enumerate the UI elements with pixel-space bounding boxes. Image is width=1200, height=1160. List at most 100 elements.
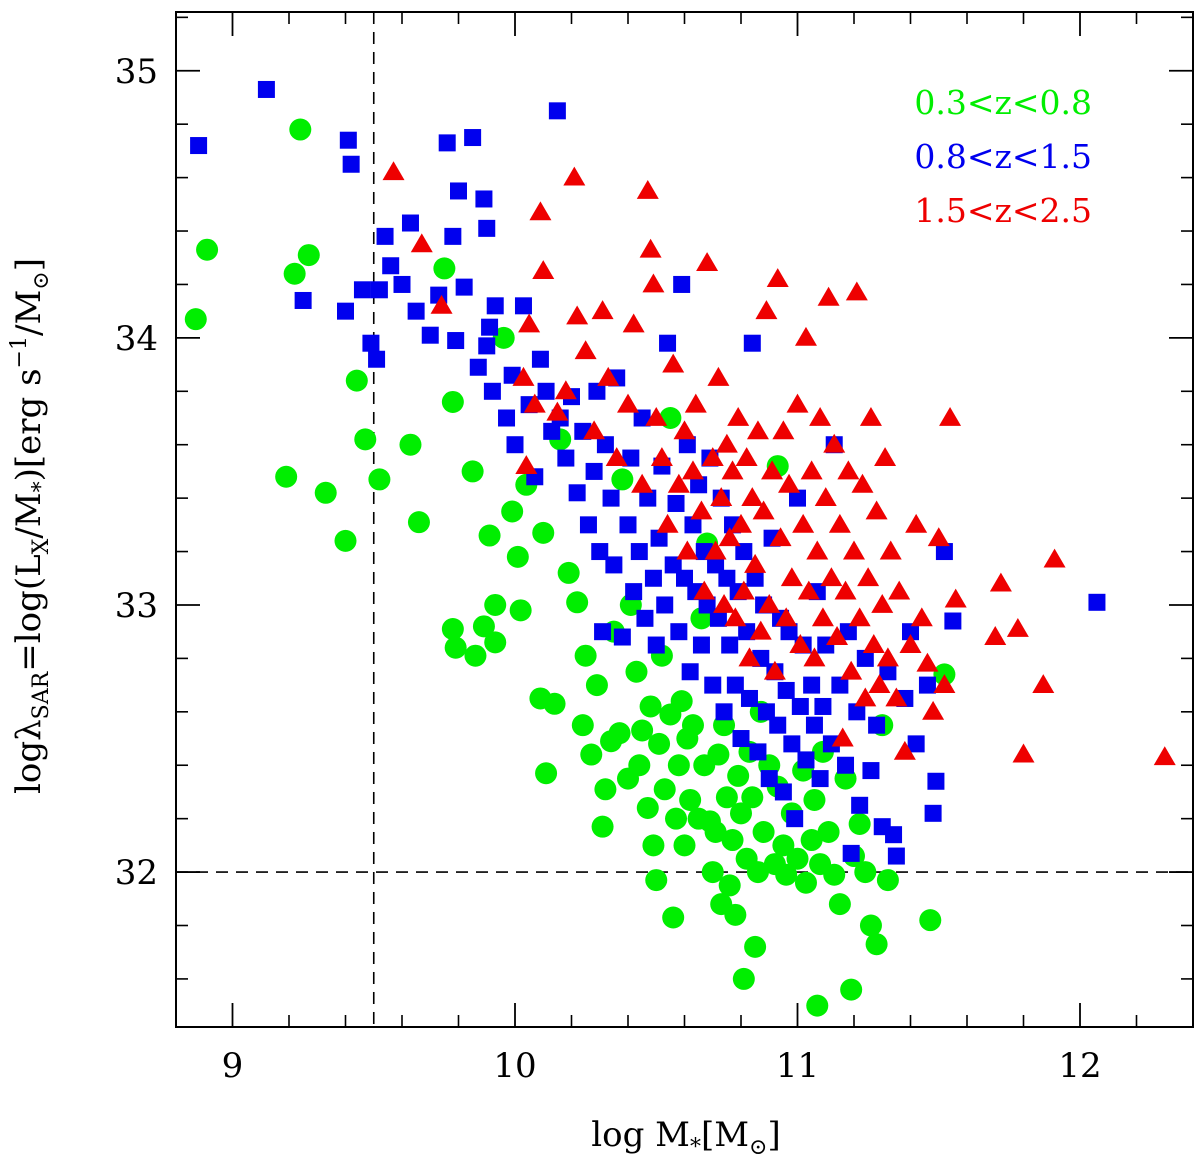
point-series-2: [752, 500, 775, 520]
point-series-1: [757, 703, 775, 721]
point-series-1: [444, 227, 462, 245]
y-tick-label: 32: [115, 853, 158, 893]
point-series-1: [786, 810, 804, 828]
point-series-0: [854, 861, 877, 884]
y-label-slash-m: /M: [9, 492, 49, 538]
point-series-1: [868, 716, 886, 734]
point-series-2: [775, 607, 798, 627]
point-series-1: [644, 569, 662, 587]
point-series-1: [619, 516, 637, 534]
point-series-1: [438, 134, 456, 152]
point-series-1: [848, 703, 866, 721]
point-series-2: [766, 268, 789, 288]
point-series-0: [441, 618, 464, 641]
point-series-2: [566, 305, 589, 325]
point-series-0: [484, 593, 507, 616]
point-series-2: [811, 607, 834, 627]
point-series-0: [876, 869, 899, 892]
legend-entry-1: 0.8<z<1.5: [914, 137, 1092, 176]
point-series-1: [667, 494, 685, 512]
point-series-1: [803, 676, 821, 694]
legend: 0.3<z<0.8 0.8<z<1.5 1.5<z<2.5: [914, 83, 1092, 230]
point-series-1: [401, 214, 419, 232]
point-series-1: [353, 281, 371, 299]
point-series-2: [1012, 743, 1035, 763]
point-series-1: [769, 716, 787, 734]
point-series-1: [393, 275, 411, 293]
y-label-units-open: )[erg s: [9, 368, 49, 481]
point-series-2: [1032, 674, 1055, 694]
point-series-2: [523, 393, 546, 413]
point-series-1: [760, 770, 778, 788]
point-series-0: [823, 863, 846, 886]
point-series-0: [639, 695, 662, 718]
point-series-0: [707, 743, 730, 766]
point-series-2: [532, 260, 555, 280]
point-series-1: [370, 281, 388, 299]
point-series-0: [645, 869, 668, 892]
point-series-0: [543, 692, 566, 715]
point-series-0: [407, 511, 430, 534]
point-series-2: [803, 647, 826, 667]
point-series-1: [735, 543, 753, 561]
point-series-2: [574, 340, 597, 360]
point-series-1: [718, 569, 736, 587]
point-series-0: [478, 524, 501, 547]
point-series-0: [334, 529, 357, 552]
point-series-1: [483, 382, 501, 400]
point-series-0: [642, 834, 665, 857]
point-series-2: [696, 252, 719, 271]
point-series-2: [780, 567, 803, 587]
point-series-2: [704, 540, 727, 560]
point-series-2: [724, 607, 747, 627]
point-series-1: [831, 676, 849, 694]
point-series-0: [673, 834, 696, 857]
point-series-2: [382, 161, 405, 181]
point-series-2: [933, 674, 956, 694]
point-series-2: [738, 647, 761, 667]
point-series-0: [648, 732, 671, 755]
point-series-1: [907, 735, 925, 753]
point-series-1: [514, 297, 532, 315]
point-series-2: [1006, 618, 1029, 637]
point-series-2: [862, 634, 885, 653]
point-series-1: [633, 409, 651, 427]
point-series-2: [430, 294, 453, 314]
point-series-0: [444, 636, 467, 659]
point-series-2: [1043, 548, 1066, 568]
point-series-1: [622, 449, 640, 467]
point-series-0: [752, 821, 775, 844]
point-series-2: [1153, 746, 1176, 766]
point-series-0: [746, 861, 769, 884]
reference-lines: [176, 12, 1193, 1027]
y-tick-label: 35: [115, 52, 158, 92]
point-series-2: [642, 273, 665, 293]
x-tick-label: 11: [776, 1046, 819, 1086]
point-series-0: [794, 871, 817, 894]
point-series-2: [673, 420, 696, 440]
point-series-2: [806, 540, 829, 560]
point-series-0: [399, 433, 422, 456]
point-series-2: [554, 380, 577, 400]
point-series-2: [684, 393, 707, 413]
point-series-1: [421, 326, 439, 344]
x-tick-label: 10: [493, 1046, 536, 1086]
point-series-2: [778, 473, 801, 493]
point-series-2: [916, 652, 939, 672]
point-series-0: [506, 545, 529, 568]
point-series-0: [730, 802, 752, 825]
point-series-1: [506, 436, 524, 454]
point-series-2: [859, 407, 882, 426]
point-series-1: [585, 462, 603, 480]
point-series-2: [690, 500, 713, 520]
point-series-0: [665, 807, 688, 830]
point-series-1: [591, 543, 609, 561]
point-series-2: [789, 634, 812, 653]
point-series-2: [792, 513, 815, 533]
point-series-2: [763, 660, 786, 680]
point-series-0: [772, 834, 795, 857]
point-series-2: [735, 447, 758, 466]
point-series-1: [548, 102, 566, 120]
y-label-units-exp: −1: [7, 336, 32, 368]
point-series-1: [636, 609, 654, 627]
